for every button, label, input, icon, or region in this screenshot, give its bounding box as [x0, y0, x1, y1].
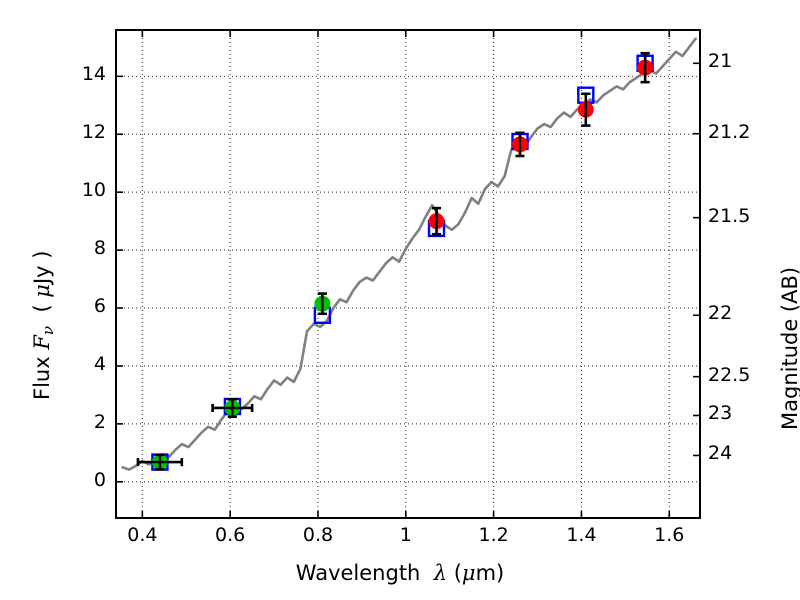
- y-right-tick-label: 21.2: [708, 120, 751, 143]
- y-axis-label-magnitude: Magnitude (AB): [778, 266, 800, 430]
- x-axis-label: Wavelength λ (μm): [295, 561, 505, 585]
- x-tick-label: 1.4: [566, 524, 597, 546]
- y-left-tick-label: 14: [81, 63, 106, 86]
- y-left-tick-label: 0: [93, 468, 106, 491]
- y-left-axis-ticks: [116, 75, 123, 483]
- y-axis-label-flux: Flux Fν ( μJy ): [30, 250, 57, 400]
- x-tick-label: 1.6: [654, 524, 685, 546]
- x-tick-label: 0.6: [215, 524, 246, 546]
- y-gridlines: [116, 75, 700, 483]
- y-right-tick-label: 21.5: [708, 204, 751, 227]
- x-axis-ticks: [141, 30, 671, 518]
- y-left-tick-label: 12: [81, 121, 106, 144]
- y-right-axis-ticks: [693, 62, 700, 457]
- y-left-tick-label: 10: [81, 179, 106, 202]
- y-right-tick-label: 23: [708, 402, 733, 425]
- y-right-tick-label: 22.5: [708, 363, 751, 386]
- x-tick-label: 0.8: [302, 524, 334, 546]
- x-gridlines: [141, 30, 670, 518]
- model-spectrum-line: [121, 37, 697, 471]
- y-left-tick-label: 4: [93, 352, 106, 375]
- y-left-tick-label: 6: [93, 295, 106, 318]
- x-tick-label: 0.4: [127, 524, 158, 546]
- y-right-tick-label: 24: [708, 442, 733, 465]
- y-right-tick-label: 22: [708, 302, 733, 325]
- y-left-tick-label: 8: [93, 237, 106, 260]
- y-left-tick-label: 2: [93, 410, 106, 433]
- x-tick-label: 1: [399, 524, 412, 546]
- x-tick-label: 1.2: [478, 524, 509, 546]
- y-right-tick-label: 21: [708, 50, 733, 73]
- plot-frame: [115, 29, 701, 519]
- observed-photometry-points: [136, 51, 654, 471]
